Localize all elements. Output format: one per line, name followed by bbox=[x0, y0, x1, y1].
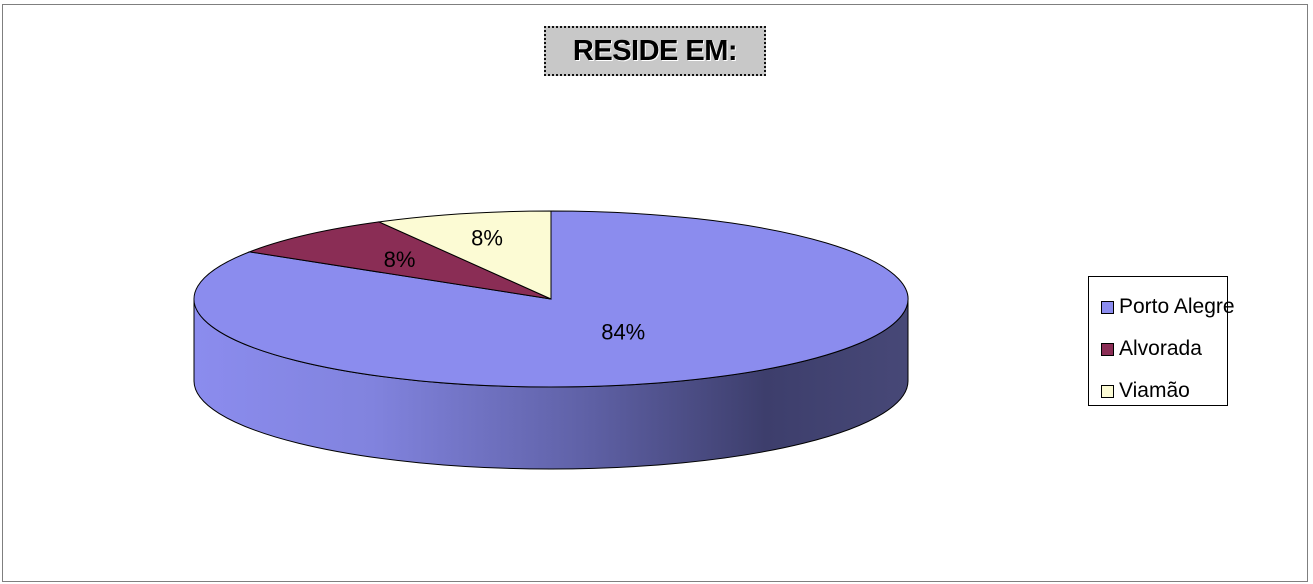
pie-data-label-porto-alegre: 84% bbox=[601, 319, 645, 344]
pie-data-label-viamao: 8% bbox=[471, 226, 503, 251]
legend-item-viamao: Viamão bbox=[1101, 370, 1227, 412]
chart-title-box: RESIDE EM: bbox=[544, 26, 766, 76]
legend-swatch-alvorada bbox=[1101, 342, 1114, 356]
pie-slice-porto-alegre bbox=[193, 210, 909, 388]
pie-top bbox=[193, 210, 909, 388]
pie-slice-viamao bbox=[377, 210, 552, 300]
legend-label-viamao: Viamão bbox=[1119, 379, 1190, 402]
legend-item-porto-alegre: Porto Alegre bbox=[1101, 286, 1235, 328]
legend-swatch-viamao bbox=[1101, 384, 1114, 398]
legend-swatch-porto-alegre bbox=[1101, 300, 1114, 314]
pie-slice-alvorada bbox=[247, 221, 552, 300]
legend-item-alvorada: Alvorada bbox=[1101, 328, 1227, 370]
pie-data-label-alvorada: 8% bbox=[384, 247, 416, 272]
chart-title: RESIDE EM: bbox=[572, 34, 738, 67]
legend-label-alvorada: Alvorada bbox=[1119, 337, 1202, 360]
legend: Porto Alegre Alvorada Viamão bbox=[1088, 276, 1235, 406]
pie-labels: 84% 8% 8% bbox=[384, 226, 646, 345]
legend-label-porto-alegre: Porto Alegre bbox=[1119, 295, 1235, 318]
